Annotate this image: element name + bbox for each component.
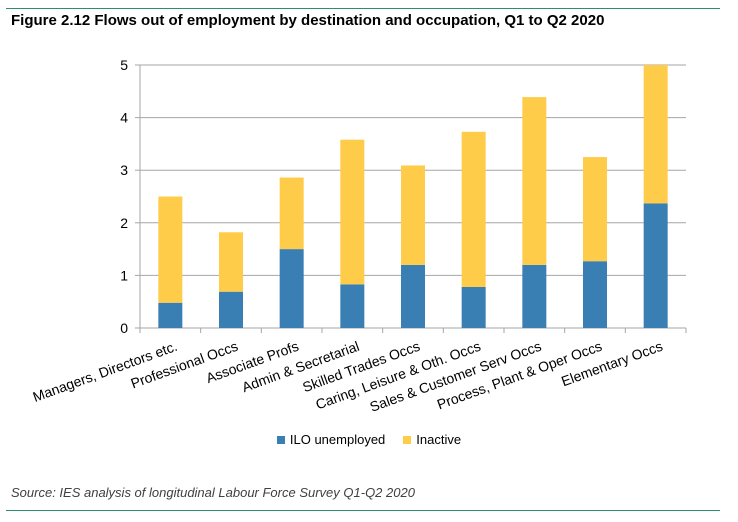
- y-tick-label-4: 4: [120, 110, 128, 126]
- bar-inactive-7: [583, 157, 607, 262]
- bar-inactive-1: [219, 232, 243, 292]
- bar-ilo-unemployed-0: [158, 302, 183, 328]
- bar-ilo-unemployed-7: [583, 261, 607, 328]
- bar-inactive-2: [279, 177, 304, 250]
- legend-swatch-ilo-unemployed: [276, 435, 285, 444]
- bar-inactive-3: [340, 139, 365, 285]
- legend-swatch-inactive: [403, 435, 412, 444]
- chart-legend: ILO unemployed Inactive: [0, 432, 738, 447]
- legend-item-inactive: Inactive: [403, 432, 461, 447]
- figure-title: Figure 2.12 Flows out of employment by d…: [11, 12, 605, 29]
- y-tick-label-3: 3: [120, 162, 128, 178]
- y-tick-label-0: 0: [120, 320, 128, 336]
- bar-ilo-unemployed-2: [279, 249, 304, 328]
- bar-inactive-8: [643, 65, 668, 204]
- y-tick-label-5: 5: [120, 57, 128, 73]
- bar-inactive-6: [522, 97, 547, 265]
- bar-ilo-unemployed-6: [522, 264, 547, 328]
- y-tick-label-2: 2: [120, 215, 128, 231]
- bar-ilo-unemployed-5: [461, 286, 486, 328]
- bar-ilo-unemployed-1: [219, 291, 243, 328]
- legend-label-inactive: Inactive: [416, 432, 462, 447]
- top-rule: [6, 8, 720, 9]
- y-tick-label-1: 1: [120, 267, 128, 283]
- legend-item-ilo-unemployed: ILO unemployed: [276, 432, 386, 447]
- bar-inactive-5: [461, 131, 486, 287]
- bar-inactive-0: [158, 196, 183, 303]
- figure-source: Source: IES analysis of longitudinal Lab…: [11, 485, 415, 500]
- legend-label-ilo-unemployed: ILO unemployed: [289, 432, 386, 447]
- bar-inactive-4: [401, 165, 425, 265]
- bar-ilo-unemployed-3: [340, 284, 365, 328]
- bar-ilo-unemployed-8: [643, 203, 668, 328]
- bar-ilo-unemployed-4: [401, 264, 425, 328]
- bottom-rule: [6, 510, 720, 511]
